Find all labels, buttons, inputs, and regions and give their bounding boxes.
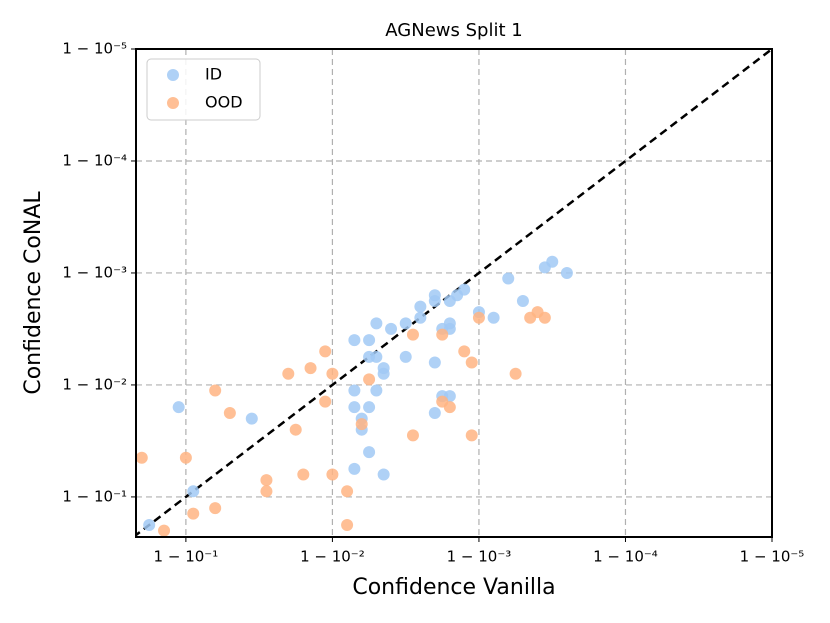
point — [187, 485, 200, 498]
point — [326, 468, 339, 481]
point — [465, 429, 478, 442]
point — [428, 289, 441, 302]
point — [363, 401, 376, 414]
y-tick-label: 1 − 10⁻¹ — [62, 487, 127, 505]
point — [223, 406, 236, 419]
point — [399, 350, 412, 363]
y-tick-label: 1 − 10⁻⁵ — [62, 40, 127, 58]
point — [304, 362, 317, 375]
point — [297, 468, 310, 481]
point — [370, 384, 383, 397]
point — [472, 311, 485, 324]
point — [209, 384, 222, 397]
plot-frame — [135, 48, 773, 538]
point — [538, 311, 551, 324]
point — [414, 311, 427, 324]
point — [385, 322, 398, 335]
point — [546, 255, 559, 268]
y-tick-label: 1 − 10⁻³ — [62, 263, 127, 281]
x-tick-label: 1 − 10⁻³ — [447, 548, 512, 566]
point — [458, 345, 471, 358]
point — [158, 524, 171, 537]
point — [179, 451, 192, 464]
y-axis-label: Confidence CoNAL — [21, 191, 46, 395]
plot-area — [136, 49, 772, 537]
x-tick-label: 1 − 10⁻² — [300, 548, 365, 566]
point — [187, 507, 200, 520]
point — [172, 401, 185, 414]
point — [443, 317, 456, 330]
point — [443, 401, 456, 414]
point — [363, 334, 376, 347]
point — [341, 518, 354, 531]
point — [348, 384, 361, 397]
point — [509, 367, 522, 380]
point — [348, 462, 361, 475]
point — [406, 429, 419, 442]
point — [355, 418, 368, 431]
point — [326, 367, 339, 380]
point — [465, 356, 478, 369]
point — [370, 317, 383, 330]
y-tick-label: 1 − 10⁻² — [62, 375, 127, 393]
point — [341, 485, 354, 498]
legend-label: ID — [205, 65, 222, 84]
point — [143, 518, 156, 531]
legend: ID OOD — [146, 58, 261, 121]
point — [377, 367, 390, 380]
point — [319, 345, 332, 358]
x-tick-label: 1 − 10⁻⁴ — [593, 548, 658, 566]
point — [414, 300, 427, 313]
y-tick-label: 1 − 10⁻⁴ — [62, 151, 127, 169]
point — [458, 283, 471, 296]
legend-label: OOD — [205, 93, 243, 112]
point — [502, 272, 515, 285]
legend-box — [146, 58, 261, 121]
point — [348, 334, 361, 347]
grid — [131, 48, 773, 542]
point — [363, 373, 376, 386]
point — [436, 328, 449, 341]
point — [348, 401, 361, 414]
point — [289, 423, 302, 436]
x-axis-label: Confidence Vanilla — [352, 575, 555, 600]
legend-marker — [167, 69, 179, 81]
point — [516, 295, 529, 308]
x-tick-label: 1 − 10⁻⁵ — [740, 548, 805, 566]
diagonal-reference — [136, 49, 772, 537]
point — [377, 468, 390, 481]
x-tick-label: 1 − 10⁻¹ — [154, 548, 219, 566]
point — [399, 317, 412, 330]
point — [245, 412, 258, 425]
point — [428, 356, 441, 369]
point — [363, 446, 376, 459]
point — [560, 266, 573, 279]
legend-marker — [167, 97, 179, 109]
point — [406, 328, 419, 341]
point — [260, 474, 273, 487]
point — [363, 350, 376, 363]
point — [487, 311, 500, 324]
point — [319, 395, 332, 408]
point — [260, 485, 273, 498]
point — [428, 406, 441, 419]
chart-title: AGNews Split 1 — [385, 20, 522, 41]
point — [209, 502, 222, 515]
point — [282, 367, 295, 380]
point — [136, 451, 148, 464]
